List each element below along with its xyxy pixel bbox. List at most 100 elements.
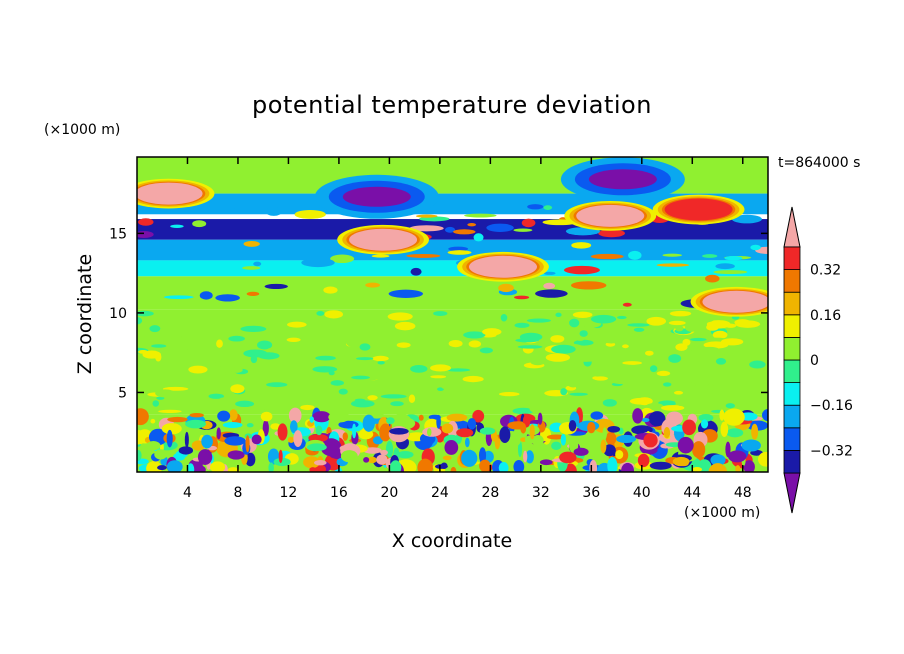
field-cell — [246, 291, 260, 296]
field-cell — [363, 457, 370, 463]
colorbar-swatch — [783, 382, 801, 406]
field-cell — [137, 408, 149, 426]
field-cell — [161, 423, 182, 435]
field-cell — [713, 270, 748, 275]
field-cell — [660, 405, 685, 411]
field-cell — [149, 325, 161, 333]
field-cell — [316, 310, 325, 316]
field-cell — [379, 423, 392, 442]
field-cell — [712, 388, 721, 395]
field-cell — [741, 439, 761, 452]
field-cell — [216, 339, 223, 348]
field-cell — [390, 401, 404, 407]
field-cell — [543, 271, 556, 275]
field-cell — [346, 338, 362, 348]
x-unit-label: (×1000 m) — [684, 505, 760, 521]
field-cell — [243, 349, 268, 358]
colorbar-arrow-bottom — [783, 472, 801, 514]
field-cell — [697, 459, 712, 472]
field-cell — [410, 267, 422, 276]
x-tick-label: 28 — [481, 485, 499, 501]
field-cell — [199, 291, 213, 300]
field-cell — [512, 407, 534, 415]
field-cell — [270, 423, 281, 430]
field-cell — [637, 453, 650, 468]
field-cell — [351, 423, 357, 439]
field-cell — [155, 352, 162, 362]
field-cell — [281, 342, 290, 351]
field-cell — [146, 440, 161, 451]
field-cell — [555, 312, 562, 317]
field-cell — [448, 339, 463, 348]
field-cell — [517, 345, 543, 349]
field-cell — [515, 338, 540, 343]
field-cell — [680, 382, 696, 388]
field-cell — [551, 441, 562, 451]
field-cell — [704, 337, 728, 342]
field-cell — [539, 459, 553, 466]
field-cell — [456, 428, 474, 438]
x-tick-label: 48 — [734, 485, 752, 501]
field-cell — [444, 440, 459, 455]
field-cell — [309, 467, 317, 472]
x-tick-label: 12 — [280, 485, 298, 501]
field-cell — [157, 465, 167, 471]
field-cell — [615, 450, 624, 460]
field-cell — [434, 464, 448, 469]
field-cell — [690, 337, 707, 342]
field-cell — [572, 311, 593, 318]
field-cell — [750, 244, 761, 251]
field-cell — [706, 323, 719, 331]
field-cell — [189, 413, 204, 418]
field-cell — [590, 253, 624, 260]
field-cell — [742, 353, 754, 358]
field-cell — [372, 436, 384, 445]
field-cell — [715, 358, 727, 365]
field-cell — [720, 421, 729, 437]
field-cell — [415, 355, 424, 360]
field-cell — [724, 352, 735, 358]
field-cell — [479, 347, 493, 354]
field-cell — [377, 361, 385, 365]
field-cell — [216, 427, 221, 440]
field-cell — [204, 201, 237, 211]
field-cell — [607, 456, 618, 472]
field-cell — [545, 353, 571, 362]
field-cell — [404, 388, 422, 396]
field-cell — [648, 411, 666, 427]
field-cell — [707, 383, 714, 392]
field-cell — [656, 263, 690, 267]
field-cell — [422, 427, 442, 437]
field-cell — [277, 423, 288, 441]
field-cell — [356, 357, 374, 361]
field-cell — [474, 368, 490, 375]
field-cell — [712, 330, 728, 339]
x-tick-label: 32 — [532, 485, 550, 501]
field-cell — [441, 385, 464, 390]
field-cell — [409, 225, 444, 232]
field-cell — [566, 369, 592, 378]
field-cell — [479, 427, 496, 435]
field-cell — [330, 380, 344, 386]
field-cell — [219, 397, 226, 403]
field-cell — [617, 315, 627, 320]
field-cell — [568, 420, 577, 432]
field-cell — [167, 416, 188, 423]
field-cell — [184, 431, 189, 448]
field-cell — [498, 461, 509, 472]
field-cell — [264, 283, 288, 290]
field-cell — [235, 400, 255, 408]
field-cell — [627, 323, 650, 327]
field-cell — [719, 409, 725, 421]
field-cell — [189, 403, 198, 408]
field-cell — [685, 323, 699, 332]
field-cell — [417, 458, 434, 472]
field-cell — [731, 214, 762, 224]
colorbar-tick-label: 0.16 — [810, 308, 841, 324]
field-cell — [699, 346, 720, 352]
field-cell — [600, 439, 607, 454]
field-cell — [152, 364, 171, 371]
colorbar-swatch — [783, 291, 801, 316]
field-cell — [566, 379, 580, 388]
field-cell — [720, 338, 744, 346]
